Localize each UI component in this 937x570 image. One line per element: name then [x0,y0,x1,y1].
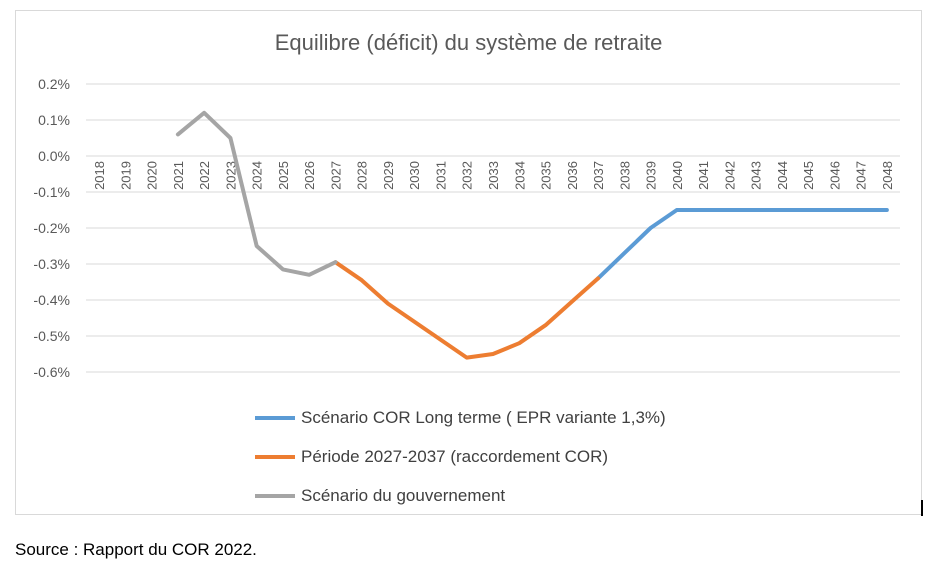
x-tick-label: 2029 [381,161,396,190]
y-tick-label: 0.2% [38,76,70,92]
x-tick-label: 2048 [880,161,895,190]
x-tick-label: 2033 [486,161,501,190]
legend-label-cor-long-terme: Scénario COR Long terme ( EPR variante 1… [301,407,666,427]
x-tick-label: 2037 [591,161,606,190]
x-tick-label: 2036 [565,161,580,190]
x-tick-label: 2018 [92,161,107,190]
x-tick-label: 2023 [223,161,238,190]
x-tick-label: 2021 [171,161,186,190]
y-tick-label: -0.2% [33,220,70,236]
x-tick-label: 2027 [328,161,343,190]
x-tick-label: 2025 [276,161,291,190]
x-tick-label: 2030 [407,161,422,190]
x-tick-label: 2046 [827,161,842,190]
chart-legend: Scénario COR Long terme ( EPR variante 1… [255,398,666,515]
legend-item-gouvernement: Scénario du gouvernement [255,476,666,515]
text-cursor [921,500,923,516]
source-note: Source : Rapport du COR 2022. [15,540,257,559]
x-tick-label: 2031 [433,161,448,190]
x-tick-label: 2035 [539,161,554,190]
y-tick-label: -0.3% [33,256,70,272]
series-line-2 [175,110,338,277]
x-tick-label: 2020 [145,161,160,190]
x-tick-label: 2044 [775,161,790,190]
x-tick-label: 2043 [749,161,764,190]
x-tick-label: 2022 [197,161,212,190]
series-line-0 [596,208,889,281]
x-tick-label: 2026 [302,161,317,190]
x-tick-label: 2032 [460,161,475,190]
y-tick-label: -0.5% [33,328,70,344]
x-tick-label: 2024 [250,161,265,190]
legend-item-raccordement: Période 2027-2037 (raccordement COR) [255,437,666,476]
x-tick-label: 2040 [670,161,685,190]
x-tick-label: 2041 [696,161,711,190]
y-tick-label: -0.4% [33,292,70,308]
x-tick-label: 2039 [644,161,659,190]
x-tick-label: 2045 [801,161,816,190]
chart-frame [15,10,922,515]
y-tick-label: -0.6% [33,364,70,380]
legend-label-raccordement: Période 2027-2037 (raccordement COR) [301,446,609,466]
legend-item-cor-long-terme: Scénario COR Long terme ( EPR variante 1… [255,398,666,437]
legend-label-gouvernement: Scénario du gouvernement [301,485,506,505]
legend-swatch-gouvernement [255,493,295,498]
series-line-1 [333,260,601,360]
legend-swatch-raccordement [255,454,295,459]
x-tick-label: 2034 [512,161,527,190]
y-tick-label: 0.0% [38,148,70,164]
x-tick-label: 2047 [854,161,869,190]
x-tick-label: 2028 [355,161,370,190]
x-tick-label: 2019 [118,161,133,190]
legend-swatch-cor-long-terme [255,415,295,420]
x-tick-label: 2038 [617,161,632,190]
y-tick-label: -0.1% [33,184,70,200]
chart-title: Equilibre (déficit) du système de retrai… [274,30,663,55]
x-tick-label: 2042 [722,161,737,190]
y-tick-label: 0.1% [38,112,70,128]
